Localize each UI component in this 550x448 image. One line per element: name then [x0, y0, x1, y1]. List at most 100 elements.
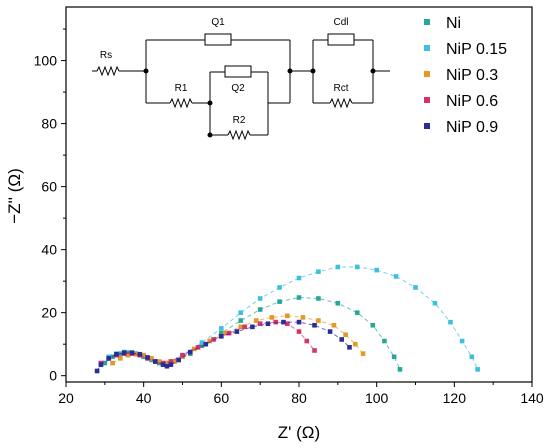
- data-point: [153, 359, 158, 364]
- data-point: [281, 319, 286, 325]
- data-point: [475, 367, 480, 372]
- resistor-r1: [169, 97, 193, 109]
- data-point: [180, 352, 185, 358]
- data-point: [257, 296, 263, 301]
- x-tick-label: 20: [58, 390, 74, 406]
- data-point: [432, 300, 438, 306]
- data-point: [316, 318, 321, 323]
- plot-frame: [65, 6, 533, 383]
- label-q2: Q2: [231, 83, 245, 94]
- legend-marker: [424, 123, 430, 129]
- y-tick-label: 80: [41, 116, 57, 132]
- y-tick-label: 100: [34, 53, 58, 69]
- data-point: [102, 360, 108, 366]
- data-point: [316, 296, 321, 301]
- y-tick-label: 0: [49, 368, 57, 384]
- data-point: [121, 350, 127, 355]
- x-tick-label: 120: [443, 390, 467, 406]
- data-point: [469, 354, 475, 360]
- data-point: [172, 359, 178, 364]
- data-point: [187, 349, 193, 355]
- label-r2: R2: [233, 115, 246, 126]
- data-point: [110, 360, 115, 366]
- data-point: [94, 368, 100, 374]
- x-tick-label: 60: [214, 390, 230, 406]
- data-point: [195, 345, 201, 350]
- legend-label: NiP 0.3: [446, 67, 498, 84]
- data-point: [250, 324, 255, 330]
- data-point: [141, 352, 146, 358]
- x-axis-title: Z' (Ω): [278, 423, 320, 442]
- resistor-rct: [329, 97, 353, 109]
- data-point: [222, 330, 228, 336]
- data-point: [343, 332, 348, 338]
- data-point: [253, 318, 259, 323]
- y-tick-label: 40: [41, 242, 57, 258]
- data-point: [335, 264, 341, 270]
- data-point: [125, 352, 131, 358]
- data-point: [164, 363, 170, 369]
- data-point: [312, 348, 317, 353]
- x-tick-label: 100: [365, 390, 389, 406]
- x-tick-label: 140: [520, 390, 544, 406]
- resistor-rs: [96, 65, 120, 77]
- data-point: [316, 269, 321, 275]
- data-point: [199, 340, 205, 345]
- data-point: [277, 299, 282, 304]
- circuit-labels: Rs Q1 R1 Q2 R2 Cdl Rct: [100, 17, 349, 126]
- data-point: [296, 295, 302, 300]
- legend-label: NiP 0.15: [446, 41, 507, 58]
- data-point: [219, 334, 224, 339]
- data-point: [114, 351, 119, 357]
- y-tick-label: 60: [41, 179, 57, 195]
- data-point: [285, 321, 290, 327]
- data-point: [397, 367, 403, 372]
- cpe-cdl: [327, 33, 355, 46]
- data-point: [242, 324, 247, 330]
- data-point: [370, 322, 376, 328]
- legend-marker: [424, 97, 430, 103]
- data-point: [393, 274, 399, 279]
- data-point: [257, 321, 263, 327]
- data-point: [269, 315, 275, 320]
- data-point: [211, 337, 216, 342]
- data-point: [137, 351, 143, 357]
- legend: Ni NiP 0.15 NiP 0.3 NiP 0.6 NiP 0.9: [424, 15, 507, 136]
- legend-label: NiP 0.9: [446, 119, 498, 136]
- data-point: [265, 321, 271, 327]
- resistor-r2: [227, 129, 251, 141]
- data-point: [160, 362, 166, 367]
- series-nip-0-15: [98, 264, 480, 372]
- legend-marker: [424, 19, 430, 25]
- data-point: [382, 338, 387, 344]
- data-point: [277, 285, 282, 290]
- x-tick-label: 80: [291, 390, 307, 406]
- label-rs: Rs: [100, 50, 112, 61]
- data-point: [176, 357, 181, 363]
- data-point: [353, 341, 358, 347]
- data-point: [312, 322, 317, 328]
- data-point: [300, 315, 306, 320]
- data-point: [331, 322, 337, 328]
- y-axis-title: −Z'' (Ω): [5, 168, 24, 224]
- circuit-node: [207, 132, 213, 138]
- data-point: [118, 356, 123, 361]
- cpe-q1: [204, 33, 232, 46]
- data-point: [360, 351, 366, 356]
- data-point: [285, 313, 290, 319]
- data-point: [304, 338, 310, 344]
- data-point: [459, 338, 465, 344]
- data-point: [391, 354, 397, 360]
- data-point: [354, 264, 360, 270]
- data-point: [156, 359, 162, 364]
- label-r1: R1: [175, 83, 188, 94]
- equivalent-circuit-inset: [92, 33, 390, 141]
- data-point: [296, 319, 302, 325]
- data-point: [168, 359, 174, 364]
- data-point: [374, 267, 379, 273]
- label-rct: Rct: [334, 83, 349, 94]
- data-point: [448, 319, 453, 325]
- data-point: [203, 341, 209, 347]
- data-point: [327, 329, 333, 334]
